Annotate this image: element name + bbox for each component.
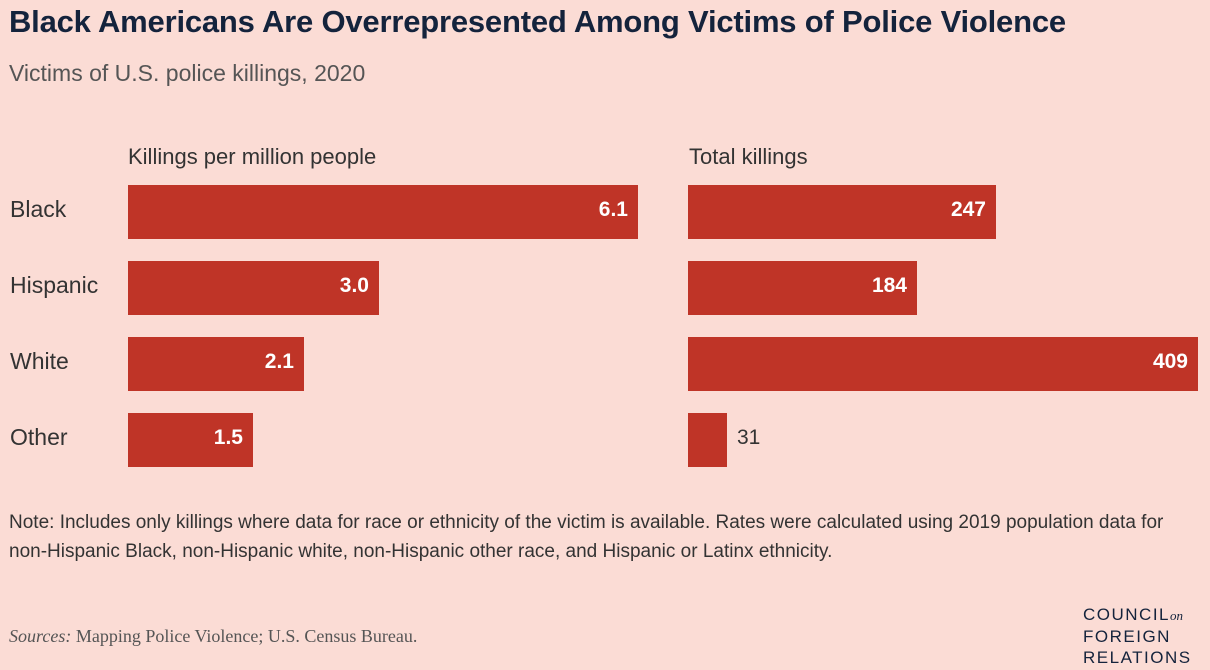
chart-title: Black Americans Are Overrepresented Amon…: [9, 4, 1066, 39]
category-label-white: White: [10, 348, 69, 374]
logo-line-relations: RELATIONS: [1083, 648, 1192, 667]
value-label-total-black: 247: [950, 198, 986, 221]
panel-title-total: Total killings: [689, 144, 808, 169]
category-label-hispanic: Hispanic: [10, 272, 99, 298]
bar-total-hispanic: [688, 261, 917, 315]
sources-label: Sources:: [9, 626, 72, 646]
category-label-other: Other: [10, 424, 68, 450]
value-label-rate-other: 1.5: [213, 426, 243, 449]
logo-on: on: [1170, 608, 1184, 623]
category-label-black: Black: [10, 196, 67, 222]
bar-rate-other: [128, 413, 253, 467]
logo-line-council: COUNCIL: [1083, 605, 1171, 624]
bar-total-other: [688, 413, 727, 467]
value-label-total-hispanic: 184: [871, 274, 907, 297]
cfr-logo: COUNCILon FOREIGN RELATIONS: [1083, 604, 1192, 668]
bar-rate-white: [128, 337, 304, 391]
bar-rate-black: [128, 185, 638, 239]
value-label-rate-hispanic: 3.0: [339, 274, 369, 297]
sources-text: Mapping Police Violence; U.S. Census Bur…: [71, 626, 418, 646]
bar-total-black: [688, 185, 996, 239]
chart-subtitle: Victims of U.S. police killings, 2020: [9, 60, 366, 86]
value-label-rate-black: 6.1: [598, 198, 628, 221]
logo-line-foreign: FOREIGN: [1083, 627, 1171, 646]
bar-total-white: [688, 337, 1198, 391]
bar-rate-hispanic: [128, 261, 379, 315]
value-label-total-other: 31: [737, 426, 761, 449]
sources-line: Sources: Mapping Police Violence; U.S. C…: [9, 626, 417, 647]
value-label-rate-white: 2.1: [264, 350, 294, 373]
panel-title-rate: Killings per million people: [128, 144, 377, 169]
chart-note: Note: Includes only killings where data …: [9, 512, 1164, 562]
value-label-total-white: 409: [1152, 350, 1188, 373]
